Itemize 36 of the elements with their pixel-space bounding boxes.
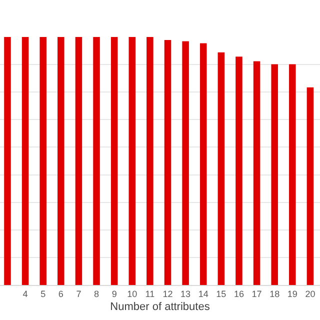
x-tick-label: 13 <box>180 288 191 299</box>
x-tick-label: 10 <box>127 288 138 299</box>
bar <box>128 37 136 285</box>
x-tick-label: 6 <box>58 288 64 299</box>
x-tick-label: 15 <box>216 288 226 299</box>
x-tick-label: 7 <box>76 288 82 299</box>
bar <box>306 87 314 285</box>
x-tick-label: 5 <box>40 288 46 299</box>
x-tick-label: 11 <box>145 288 155 299</box>
bar <box>93 37 100 285</box>
x-tick-label: 8 <box>94 288 100 299</box>
bar <box>236 56 242 285</box>
bar <box>40 37 46 285</box>
bar <box>218 52 225 285</box>
x-tick-label: 18 <box>270 288 280 299</box>
x-tick-label: 4 <box>22 288 28 299</box>
bar <box>75 37 82 285</box>
x-axis-title: Number of attributes <box>110 301 210 313</box>
bar <box>164 40 172 285</box>
bar <box>271 64 278 285</box>
bar <box>182 41 189 285</box>
bar <box>22 37 29 285</box>
x-tick-label: 9 <box>112 288 117 299</box>
x-tick-label: 17 <box>252 288 262 299</box>
bar <box>4 37 11 285</box>
bar <box>200 43 207 285</box>
bar <box>146 37 154 285</box>
x-tick-label: 12 <box>162 288 173 299</box>
bar <box>58 37 64 285</box>
x-tick-label: 19 <box>287 288 298 299</box>
bar <box>110 37 118 285</box>
x-tick-label: 20 <box>305 288 316 299</box>
bar <box>253 61 260 285</box>
x-tick-label: 16 <box>234 288 244 299</box>
x-tick-label: 14 <box>198 288 208 299</box>
bar <box>289 64 296 285</box>
